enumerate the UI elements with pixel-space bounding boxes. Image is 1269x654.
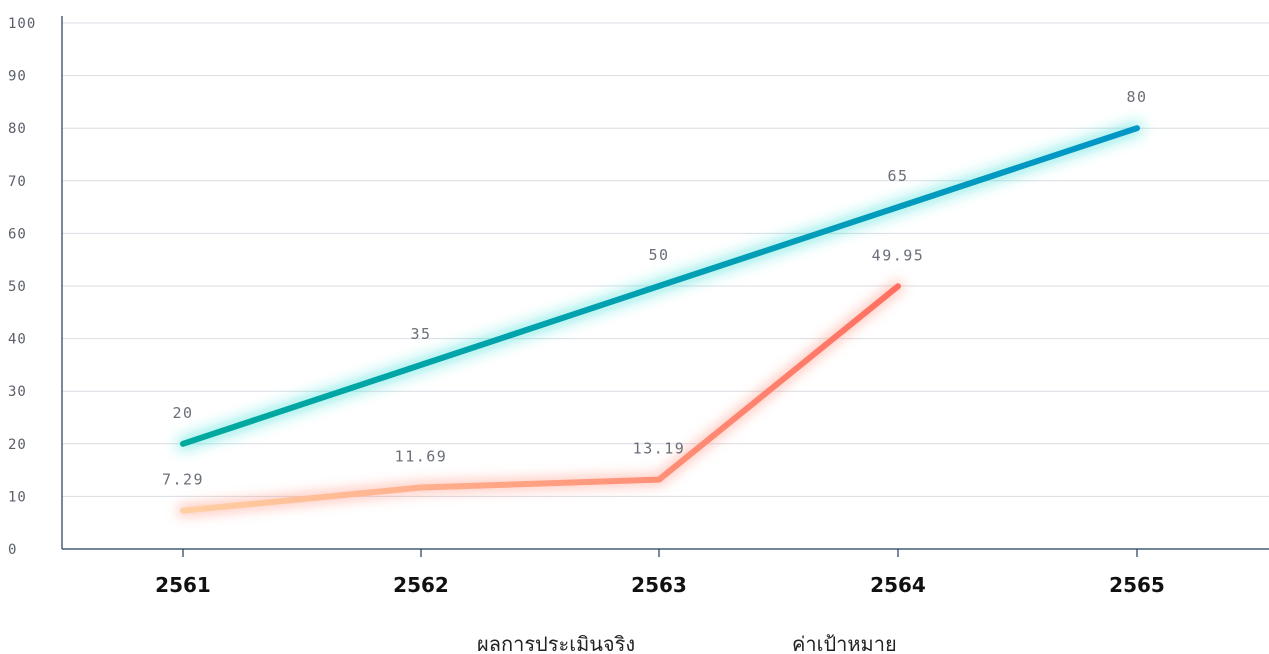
y-tick-label: 0 [8, 542, 17, 558]
legend-label-target: ค่าเป้าหมาย [792, 632, 897, 654]
data-label-actual: 49.95 [872, 246, 925, 264]
data-label-target: 35 [410, 325, 431, 343]
x-tick-label: 2563 [631, 573, 687, 597]
data-point-target [1134, 125, 1140, 131]
x-tick-label: 2561 [155, 573, 211, 597]
data-label-target: 65 [887, 167, 908, 185]
x-tick-label: 2562 [393, 573, 449, 597]
legend: ผลการประเมินจริง ค่าเป้าหมาย [412, 632, 897, 654]
series-line-target [180, 125, 1140, 447]
data-labels: 7.29 11.69 13.19 49.95 20 35 50 65 80 [162, 88, 1147, 489]
x-tick-label: 2564 [870, 573, 926, 597]
y-tick-label: 20 [8, 437, 27, 453]
axes: 0 10 20 30 40 50 60 70 80 90 100 2561 2562 2563 2564 25… [8, 16, 1269, 597]
data-label-actual: 13.19 [633, 440, 686, 458]
y-tick-label: 10 [8, 489, 27, 505]
data-label-actual: 11.69 [395, 448, 448, 466]
y-tick-label: 50 [8, 279, 27, 295]
data-point-actual [895, 283, 901, 289]
y-tick-label: 40 [8, 332, 27, 348]
legend-label-actual: ผลการประเมินจริง [477, 632, 635, 654]
y-tick-label: 100 [8, 16, 36, 32]
data-label-actual: 7.29 [162, 471, 204, 489]
data-label-target: 20 [172, 404, 193, 422]
data-point-actual [656, 477, 662, 483]
y-tick-label: 70 [8, 174, 27, 190]
y-tick-label: 60 [8, 226, 27, 242]
x-tick-label: 2565 [1109, 573, 1165, 597]
data-point-actual [180, 508, 186, 514]
data-point-target [418, 362, 424, 368]
y-tick-label: 90 [8, 69, 27, 85]
data-point-target [895, 204, 901, 210]
series [177, 122, 1143, 517]
data-point-target [180, 441, 186, 447]
y-tick-label: 30 [8, 384, 27, 400]
y-tick-label: 80 [8, 121, 27, 137]
data-point-target [656, 283, 662, 289]
series-line-actual [180, 283, 901, 514]
data-point-actual [418, 485, 424, 491]
data-label-target: 80 [1126, 88, 1147, 106]
data-label-target: 50 [648, 246, 669, 264]
